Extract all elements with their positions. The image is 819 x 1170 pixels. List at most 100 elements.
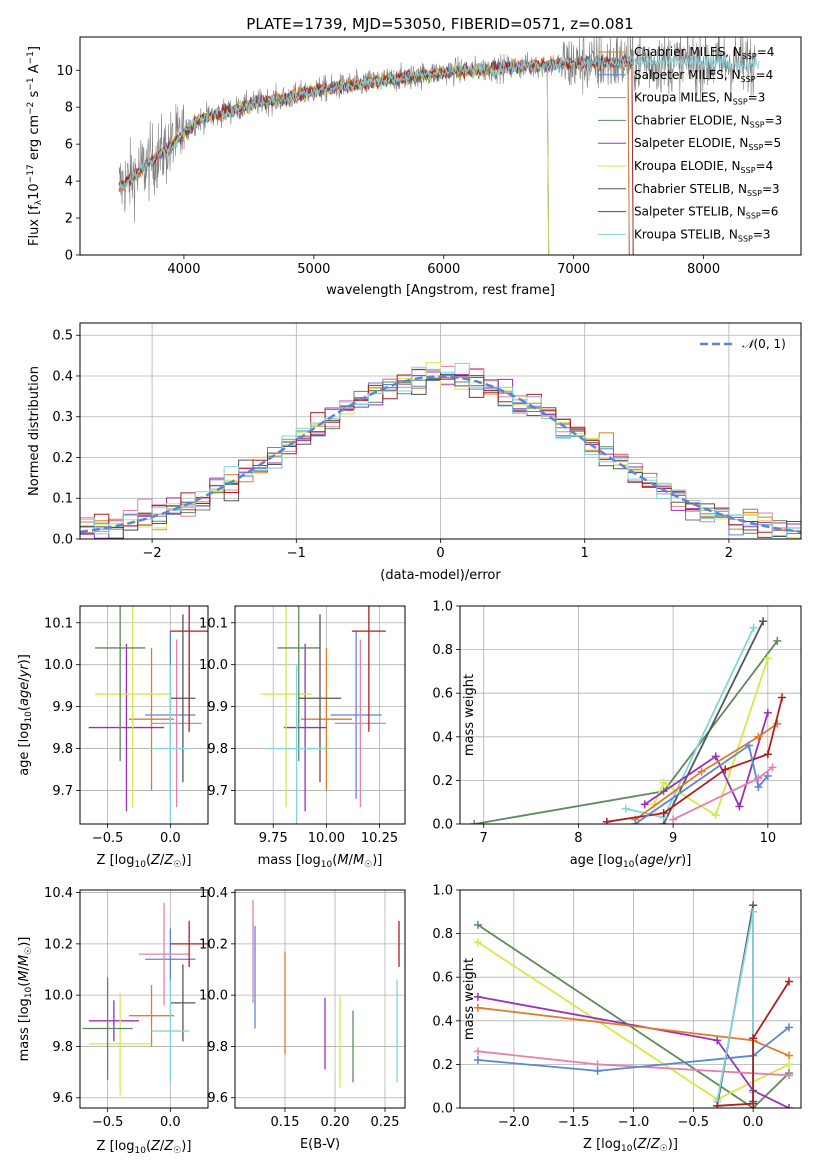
x-tick-label: −2 [143, 546, 162, 561]
y-tick-label: 10.0 [44, 658, 73, 673]
y-tick-label: 0.2 [432, 1058, 453, 1073]
x-axis-label: Z [log10(Z/Z☉)] [583, 1137, 678, 1154]
axes-frame-1 [79, 322, 802, 540]
series-marker [621, 804, 630, 813]
y-tick-label: 10.1 [199, 616, 228, 631]
y-tick-label: 9.6 [207, 1091, 228, 1106]
legend-entry: 𝒩(0, 1) [742, 337, 786, 351]
x-tick-label: 10.00 [308, 831, 345, 846]
x-tick-label: −0.5 [92, 1115, 124, 1130]
y-axis-label: mass weight [462, 958, 477, 1040]
series-marker [593, 1066, 602, 1075]
x-tick-label: 7000 [557, 262, 590, 277]
series-marker [713, 1036, 722, 1045]
x-tick-label: 0.25 [371, 1115, 400, 1130]
series-marker [749, 907, 758, 916]
axes-frame-0 [79, 36, 802, 256]
legend-entry: Salpeter ELODIE, NSSP=5 [634, 136, 781, 152]
y-tick-label: 9.7 [52, 784, 73, 799]
x-tick-label: 8 [574, 831, 582, 846]
series-line [477, 1026, 790, 1072]
x-tick-label: 0.20 [321, 1115, 350, 1130]
x-tick-label: 2 [725, 546, 733, 561]
x-tick-label: 9.75 [259, 831, 288, 846]
axes-frame-2 [79, 605, 209, 825]
x-axis-label: age [log10(age/yr)] [570, 853, 692, 870]
series-marker [470, 820, 479, 824]
axes-0: 4000 5000 6000 7000 8000 0 2 4 6 8 10 wavelength [A… [26, 37, 782, 298]
y-tick-label: 1.0 [432, 600, 453, 615]
model-spectrum-line [118, 53, 760, 190]
series-marker [721, 765, 730, 774]
legend-entry: Kroupa STELIB, NSSP=3 [634, 227, 771, 243]
x-tick-label: 10 [760, 831, 777, 846]
x-tick-label: −1.0 [618, 1115, 650, 1130]
y-tick-label: 9.9 [207, 700, 228, 715]
series-marker [473, 938, 482, 947]
series-marker [659, 809, 668, 818]
series-marker [778, 693, 787, 702]
y-tick-label: 9.6 [52, 1091, 73, 1106]
axes-frame-5 [79, 889, 209, 1109]
y-tick-label: 9.8 [207, 1040, 228, 1055]
series-marker [785, 977, 794, 986]
series-line [662, 620, 764, 824]
series-line [653, 658, 769, 817]
axes-6: 0.15 0.20 0.25 9.6 9.8 10.0 10.2 10.4 E(B-V) [199, 886, 405, 1152]
series-marker [744, 741, 753, 750]
y-tick-label: 0.4 [432, 730, 453, 745]
series-line [634, 744, 769, 824]
legend-entry: Chabrier ELODIE, NSSP=3 [634, 113, 782, 129]
y-tick-label: 0.5 [52, 329, 73, 344]
legend-entry: Kroupa ELODIE, NSSP=4 [634, 159, 773, 175]
series-marker [763, 654, 772, 663]
series-marker [785, 1104, 794, 1108]
x-tick-label: 4000 [167, 262, 200, 277]
errorbar-layer [88, 606, 208, 824]
x-axis-label: E(B-V) [300, 1137, 340, 1152]
x-axis-label: (data-model)/error [380, 568, 501, 583]
x-tick-label: 7 [480, 831, 488, 846]
y-tick-label: 10.0 [199, 658, 228, 673]
legend-entry: Chabrier MILES, NSSP=4 [634, 45, 774, 61]
series-marker [473, 992, 482, 1001]
axes-3: 9.75 10.00 10.25 9.7 9.8 9.9 10.0 10.1 mass [log… [199, 606, 405, 870]
y-tick-label: 9.7 [207, 784, 228, 799]
x-tick-label: 6000 [427, 262, 460, 277]
axes-frame-3 [234, 605, 406, 825]
axes-frame-7 [459, 889, 802, 1109]
series-marker [785, 1051, 794, 1060]
legend-entry: Salpeter MILES, NSSP=4 [634, 68, 773, 84]
y-tick-label: 0.8 [432, 927, 453, 942]
x-tick-label: 0.0 [160, 1115, 181, 1130]
series-marker [640, 800, 649, 809]
x-tick-label: 0.15 [271, 1115, 300, 1130]
y-tick-label: 0.0 [432, 818, 453, 833]
x-tick-label: −0.5 [92, 831, 124, 846]
y-tick-label: 10.0 [44, 989, 73, 1004]
y-axis-label: Flux [fλ10−17 erg cm−2 s−1 A−1] [26, 46, 44, 246]
y-axis-label: mass [log10(M/M☉)] [17, 937, 34, 1062]
errorbar-layer [260, 606, 386, 824]
y-tick-label: 10 [56, 64, 73, 79]
x-tick-label: 9 [669, 831, 677, 846]
legend-entry: Kroupa MILES, NSSP=3 [634, 91, 765, 107]
y-tick-label: 10.2 [199, 937, 228, 952]
series-marker [763, 772, 772, 781]
series-marker [473, 1047, 482, 1056]
x-tick-label: 0 [436, 546, 444, 561]
y-tick-label: 10.0 [199, 989, 228, 1004]
x-tick-label: −2.0 [498, 1115, 530, 1130]
y-tick-label: 2 [65, 212, 73, 227]
x-tick-label: −0.5 [678, 1115, 710, 1130]
series-marker [749, 1099, 758, 1108]
series-marker [754, 782, 763, 791]
x-tick-label: −1 [287, 546, 306, 561]
axes-5: −0.5 0.0 9.6 9.8 10.0 10.2 10.4 Z [log10(Z/Z☉)]… [17, 886, 208, 1156]
series-marker [631, 820, 640, 824]
series-marker [669, 815, 678, 824]
series-marker [754, 732, 763, 741]
